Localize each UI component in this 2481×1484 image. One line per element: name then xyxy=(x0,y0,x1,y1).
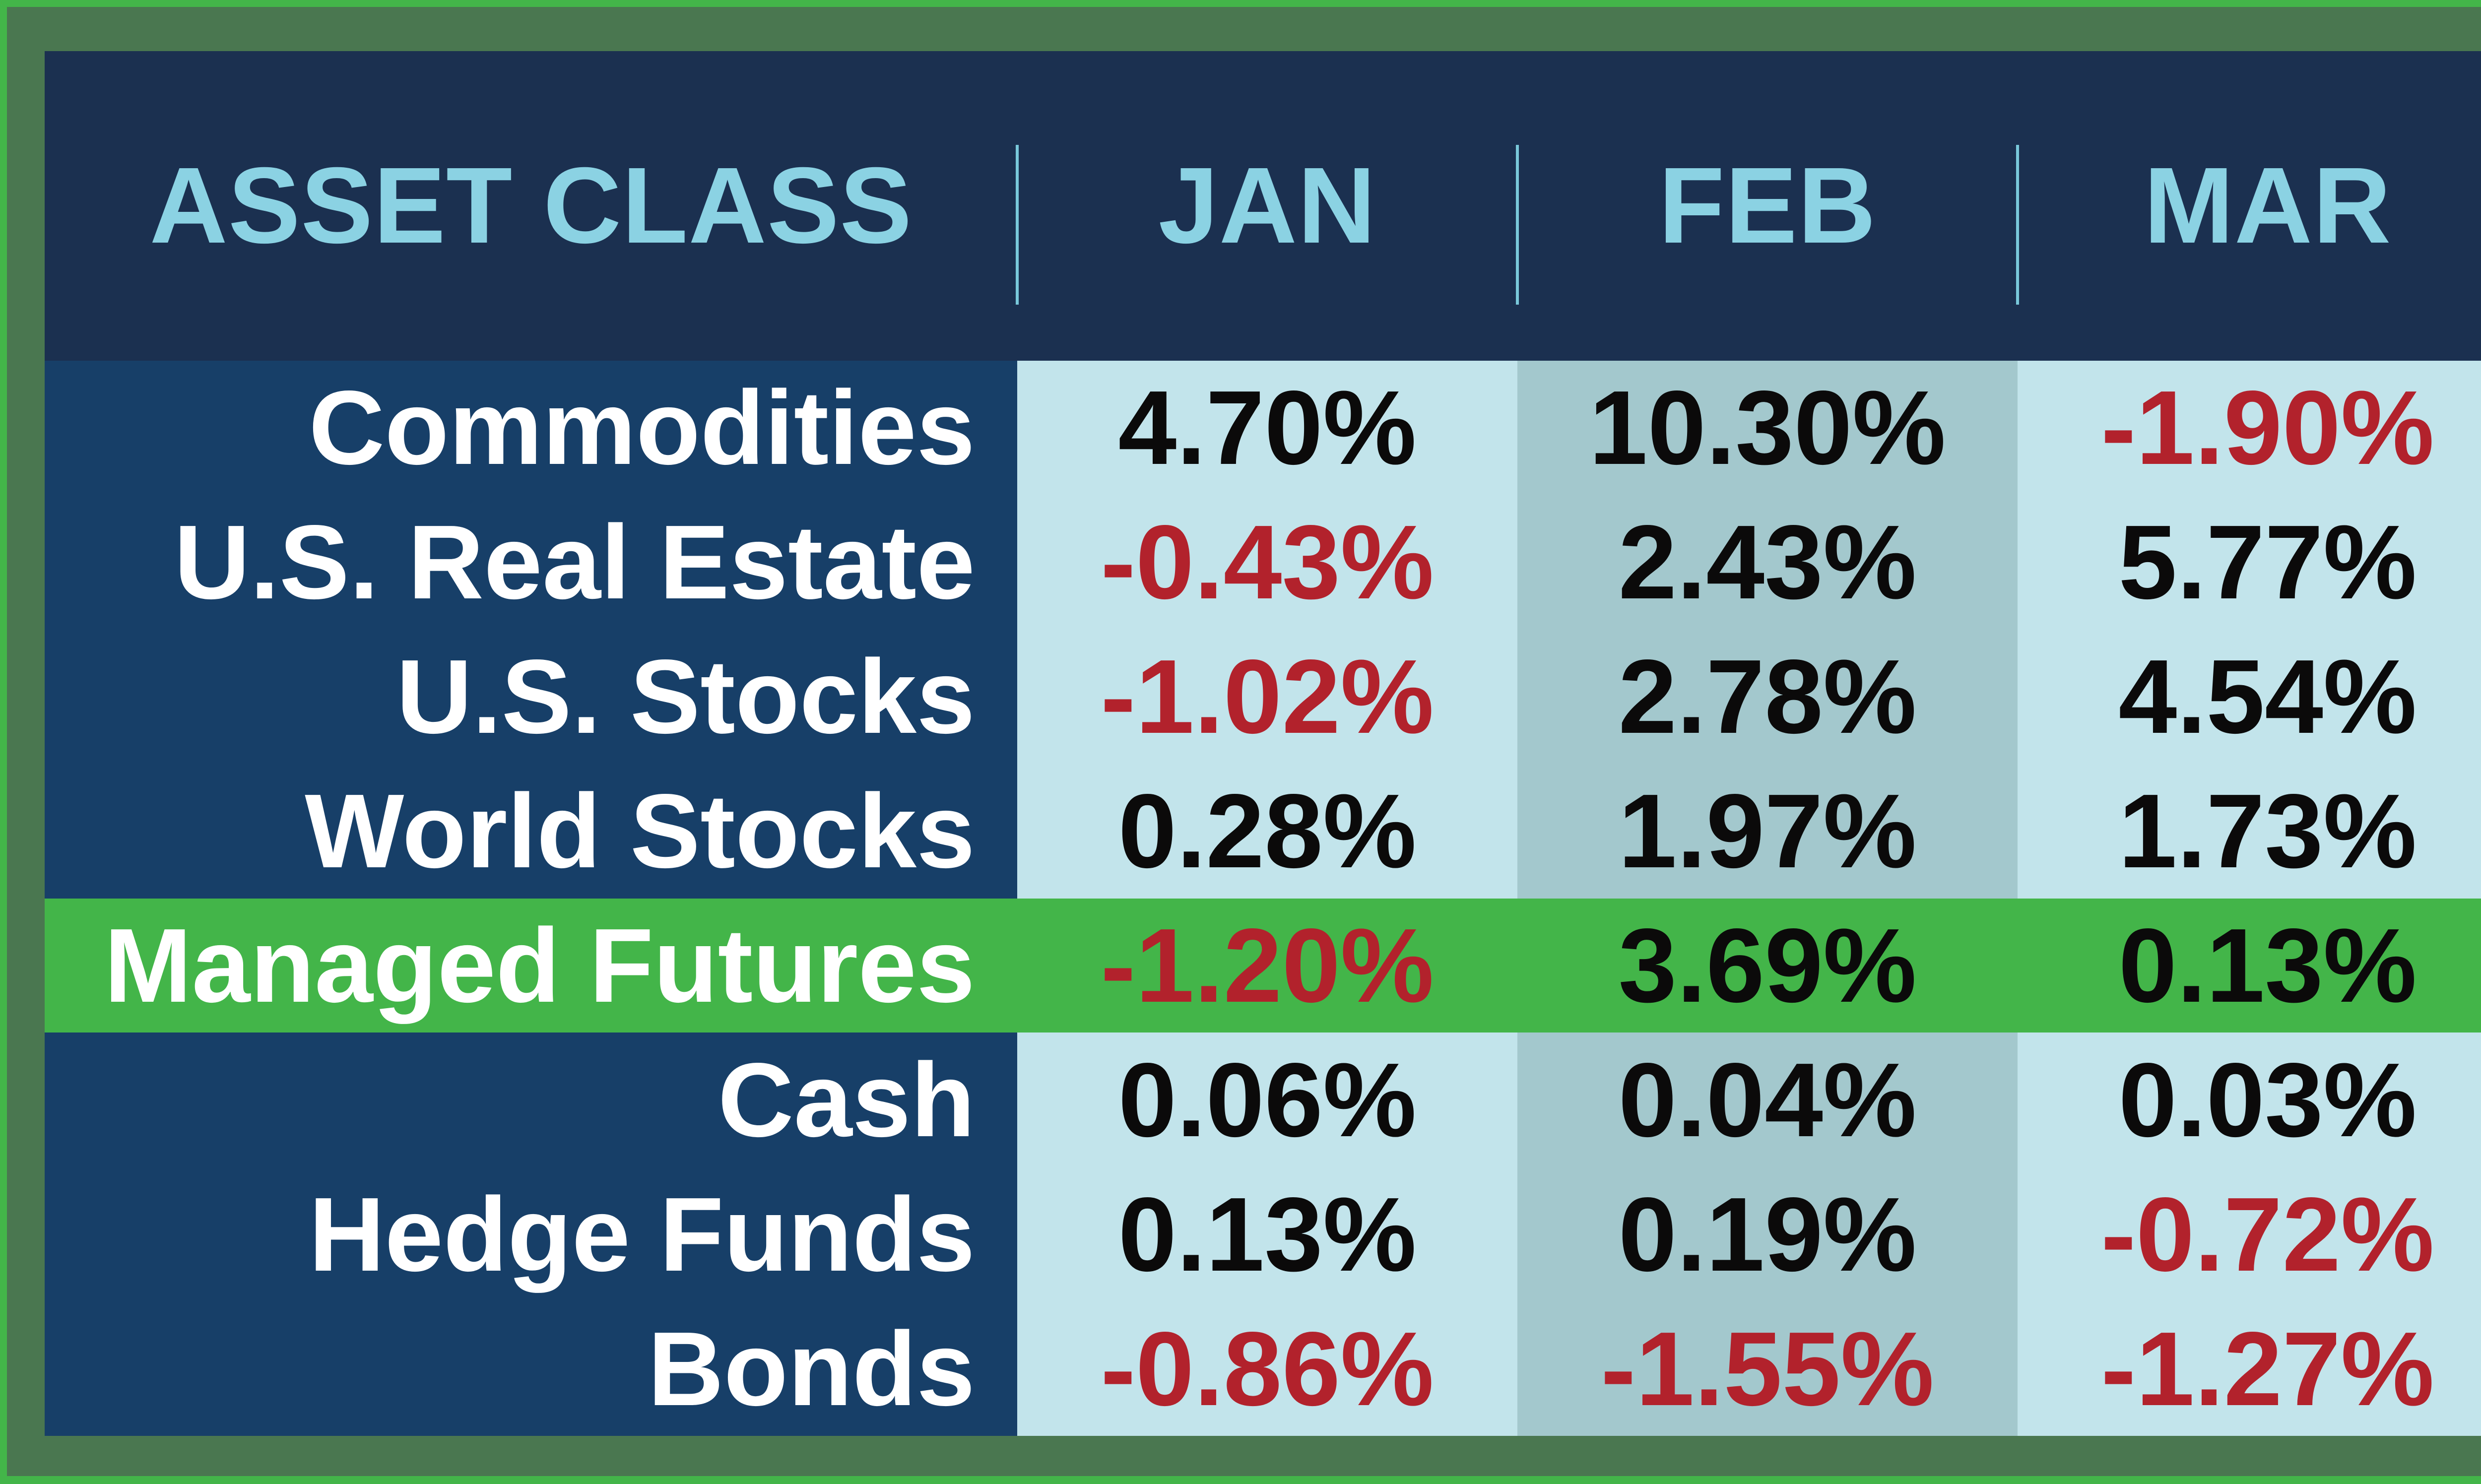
row-label: World Stocks xyxy=(45,764,1017,899)
value-cell-feb: -1.55% xyxy=(1517,1301,2018,1436)
table-row: Bonds-0.86%-1.55%-1.27%-3.64% xyxy=(45,1301,2481,1436)
header-divider xyxy=(1016,145,1019,305)
value-cell-feb: 3.69% xyxy=(1618,906,1917,1024)
value-cell-jan: 4.70% xyxy=(1017,361,1517,495)
row-label: Managed Futures xyxy=(104,906,975,1024)
value-cell-mar: -0.72% xyxy=(2017,1167,2481,1302)
row-label: Commodities xyxy=(45,361,1017,495)
table-row-highlighted: Managed Futures-1.20%3.69%0.13%2.58% xyxy=(45,898,2481,1033)
value-cell-jan: -1.20% xyxy=(1101,906,1434,1024)
header-divider xyxy=(1515,145,1519,305)
returns-table: ASSET CLASS JAN FEB MAR 2021 Commodities… xyxy=(45,51,2481,1436)
value-cell-mar: 0.13% xyxy=(2118,906,2417,1024)
header-jan: JAN xyxy=(1158,145,1376,266)
header-divider xyxy=(2016,145,2019,305)
row-label: Cash xyxy=(45,1032,1017,1167)
value-cell-mar: 5.77% xyxy=(2017,495,2481,630)
value-cell-feb: 2.78% xyxy=(1517,629,2018,764)
value-cell-jan: 0.06% xyxy=(1017,1032,1517,1167)
row-label: Hedge Funds xyxy=(45,1167,1017,1302)
row-label: U.S. Real Estate xyxy=(45,495,1017,630)
header-asset-class: ASSET CLASS xyxy=(149,145,913,266)
value-cell-mar: 4.54% xyxy=(2017,629,2481,764)
header-row: ASSET CLASS JAN FEB MAR 2021 xyxy=(45,51,2481,361)
row-label: Bonds xyxy=(45,1301,1017,1436)
value-cell-jan: 0.28% xyxy=(1017,764,1517,899)
value-cell-mar: 0.03% xyxy=(2017,1032,2481,1167)
value-cell-jan: -1.02% xyxy=(1017,629,1517,764)
header-feb: FEB xyxy=(1658,145,1877,266)
value-cell-feb: 1.97% xyxy=(1517,764,2018,899)
table-row: U.S. Stocks-1.02%2.78%4.54%6.35% xyxy=(45,629,2481,764)
value-cell-feb: 10.30% xyxy=(1517,361,2018,495)
value-cell-jan: -0.43% xyxy=(1017,495,1517,630)
value-cell-mar: -1.27% xyxy=(2017,1301,2481,1436)
value-cell-feb: 2.43% xyxy=(1517,495,2018,630)
table-row: U.S. Real Estate-0.43%2.43%5.77%7.87% xyxy=(45,495,2481,630)
value-cell-feb: 0.04% xyxy=(1517,1032,2018,1167)
header-mar: MAR xyxy=(2144,145,2392,266)
value-cell-jan: -0.86% xyxy=(1017,1301,1517,1436)
value-cell-mar: 1.73% xyxy=(2017,764,2481,899)
value-cell-mar: -1.90% xyxy=(2017,361,2481,495)
value-cell-feb: 0.19% xyxy=(1517,1167,2018,1302)
value-cell-jan: 0.13% xyxy=(1017,1167,1517,1302)
row-label: U.S. Stocks xyxy=(45,629,1017,764)
